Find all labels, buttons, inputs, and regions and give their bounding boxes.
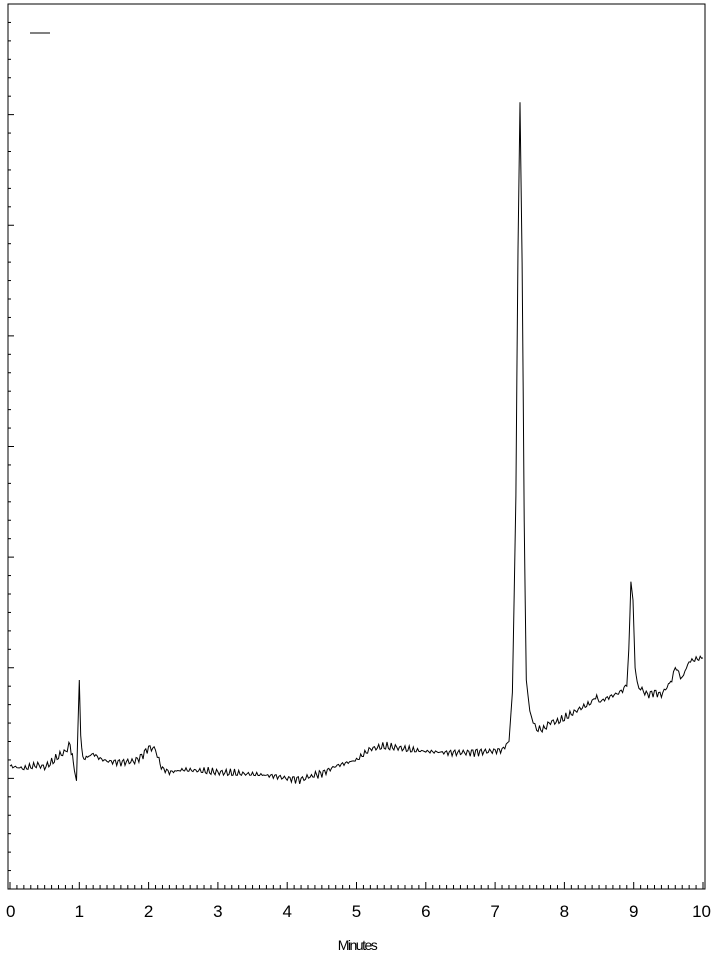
x-tick-label: 3 [213,902,222,921]
y-axis-ticks [8,3,14,890]
x-tick-label: 8 [560,902,569,921]
x-tick-label: 5 [352,902,361,921]
x-tick-label: 6 [421,902,430,921]
x-tick-label: 0 [6,902,15,921]
series-line [9,102,704,785]
x-axis-tick-labels: 0 1 2 3 4 5 6 7 8 9 10 [6,902,711,921]
x-tick-label: 10 [692,902,711,921]
x-tick-label: 1 [75,902,84,921]
x-tick-label: 9 [629,902,638,921]
x-tick-label: 7 [490,902,499,921]
plot-frame [7,3,706,890]
x-axis-ticks [9,882,704,889]
x-tick-label: 4 [282,902,291,921]
x-axis-title: Minutes [338,937,378,953]
x-tick-label: 2 [144,902,153,921]
